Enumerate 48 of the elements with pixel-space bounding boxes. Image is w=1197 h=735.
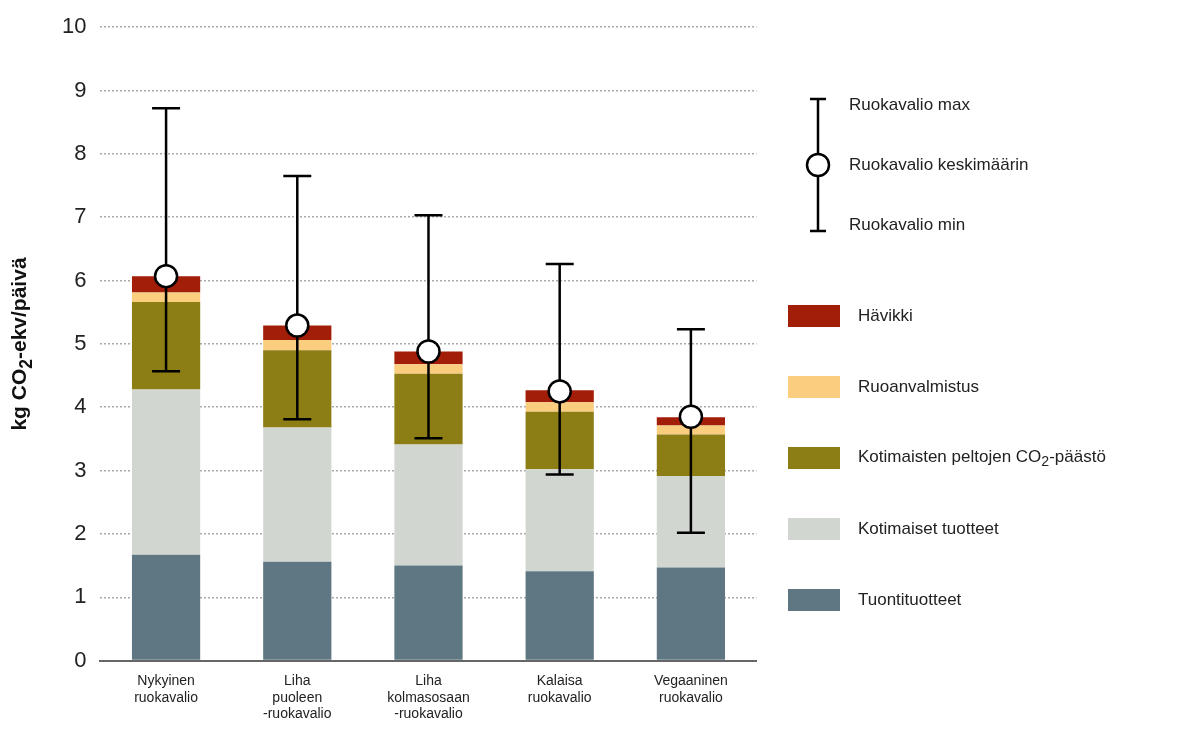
y-tick-label: 9 — [74, 76, 87, 102]
x-tick-label: Kalaisa ruokavalio — [527, 671, 592, 705]
bar — [263, 561, 332, 660]
bar — [525, 571, 594, 660]
x-tick-label: Liha kolmasosaan -ruokavalio — [387, 671, 470, 722]
legend-label: Hävikki — [858, 306, 913, 326]
text: Ruokavalio max — [849, 95, 971, 115]
bar — [263, 350, 332, 428]
y-tick-label: 8 — [74, 139, 87, 165]
y-tick-label: 0 — [74, 646, 87, 672]
y-tick-label: 6 — [74, 266, 87, 292]
legend-label: Ruokavalio keskimäärin — [849, 155, 1029, 175]
y-tick-label: 3 — [74, 456, 87, 482]
y-tick-label: 1 — [74, 583, 87, 609]
bar — [656, 567, 726, 660]
point — [547, 379, 572, 404]
bar — [394, 373, 463, 445]
point — [678, 404, 704, 429]
x-tick-label: Nykyinen ruokavalio — [134, 671, 199, 705]
bar — [656, 434, 726, 477]
bar — [525, 402, 594, 412]
y-tick-label: 2 — [74, 519, 87, 545]
legend-label: Kotimaiset tuotteet — [858, 519, 999, 539]
y-tick-label: 10 — [61, 13, 87, 39]
bar — [131, 302, 201, 390]
bar — [394, 444, 463, 566]
bar — [525, 411, 594, 470]
legend-label: Tuontituotteet — [858, 590, 962, 610]
y-tick-label: 7 — [74, 203, 87, 229]
bar — [263, 340, 332, 351]
x-tick-label: Vegaaninen ruokavalio — [653, 671, 728, 705]
point — [153, 263, 179, 289]
bar — [394, 364, 463, 374]
bar — [656, 476, 726, 568]
bar — [263, 427, 332, 562]
bar — [131, 292, 201, 303]
x-tick-label: Liha puoleen -ruokavalio — [263, 671, 332, 722]
legend-label: Ruoanvalmistus — [858, 377, 979, 397]
point — [416, 339, 441, 364]
bar — [525, 469, 594, 572]
bar — [131, 554, 201, 660]
bar — [131, 389, 201, 555]
y-tick-label: 4 — [74, 393, 87, 419]
text: Ruokavalio min — [849, 215, 967, 235]
point — [285, 313, 310, 338]
y-tick-label: 5 — [74, 329, 87, 355]
bar — [394, 565, 463, 660]
legend-label: Kotimaisten peltojen CO$_{2}$-päästö — [858, 447, 1106, 470]
